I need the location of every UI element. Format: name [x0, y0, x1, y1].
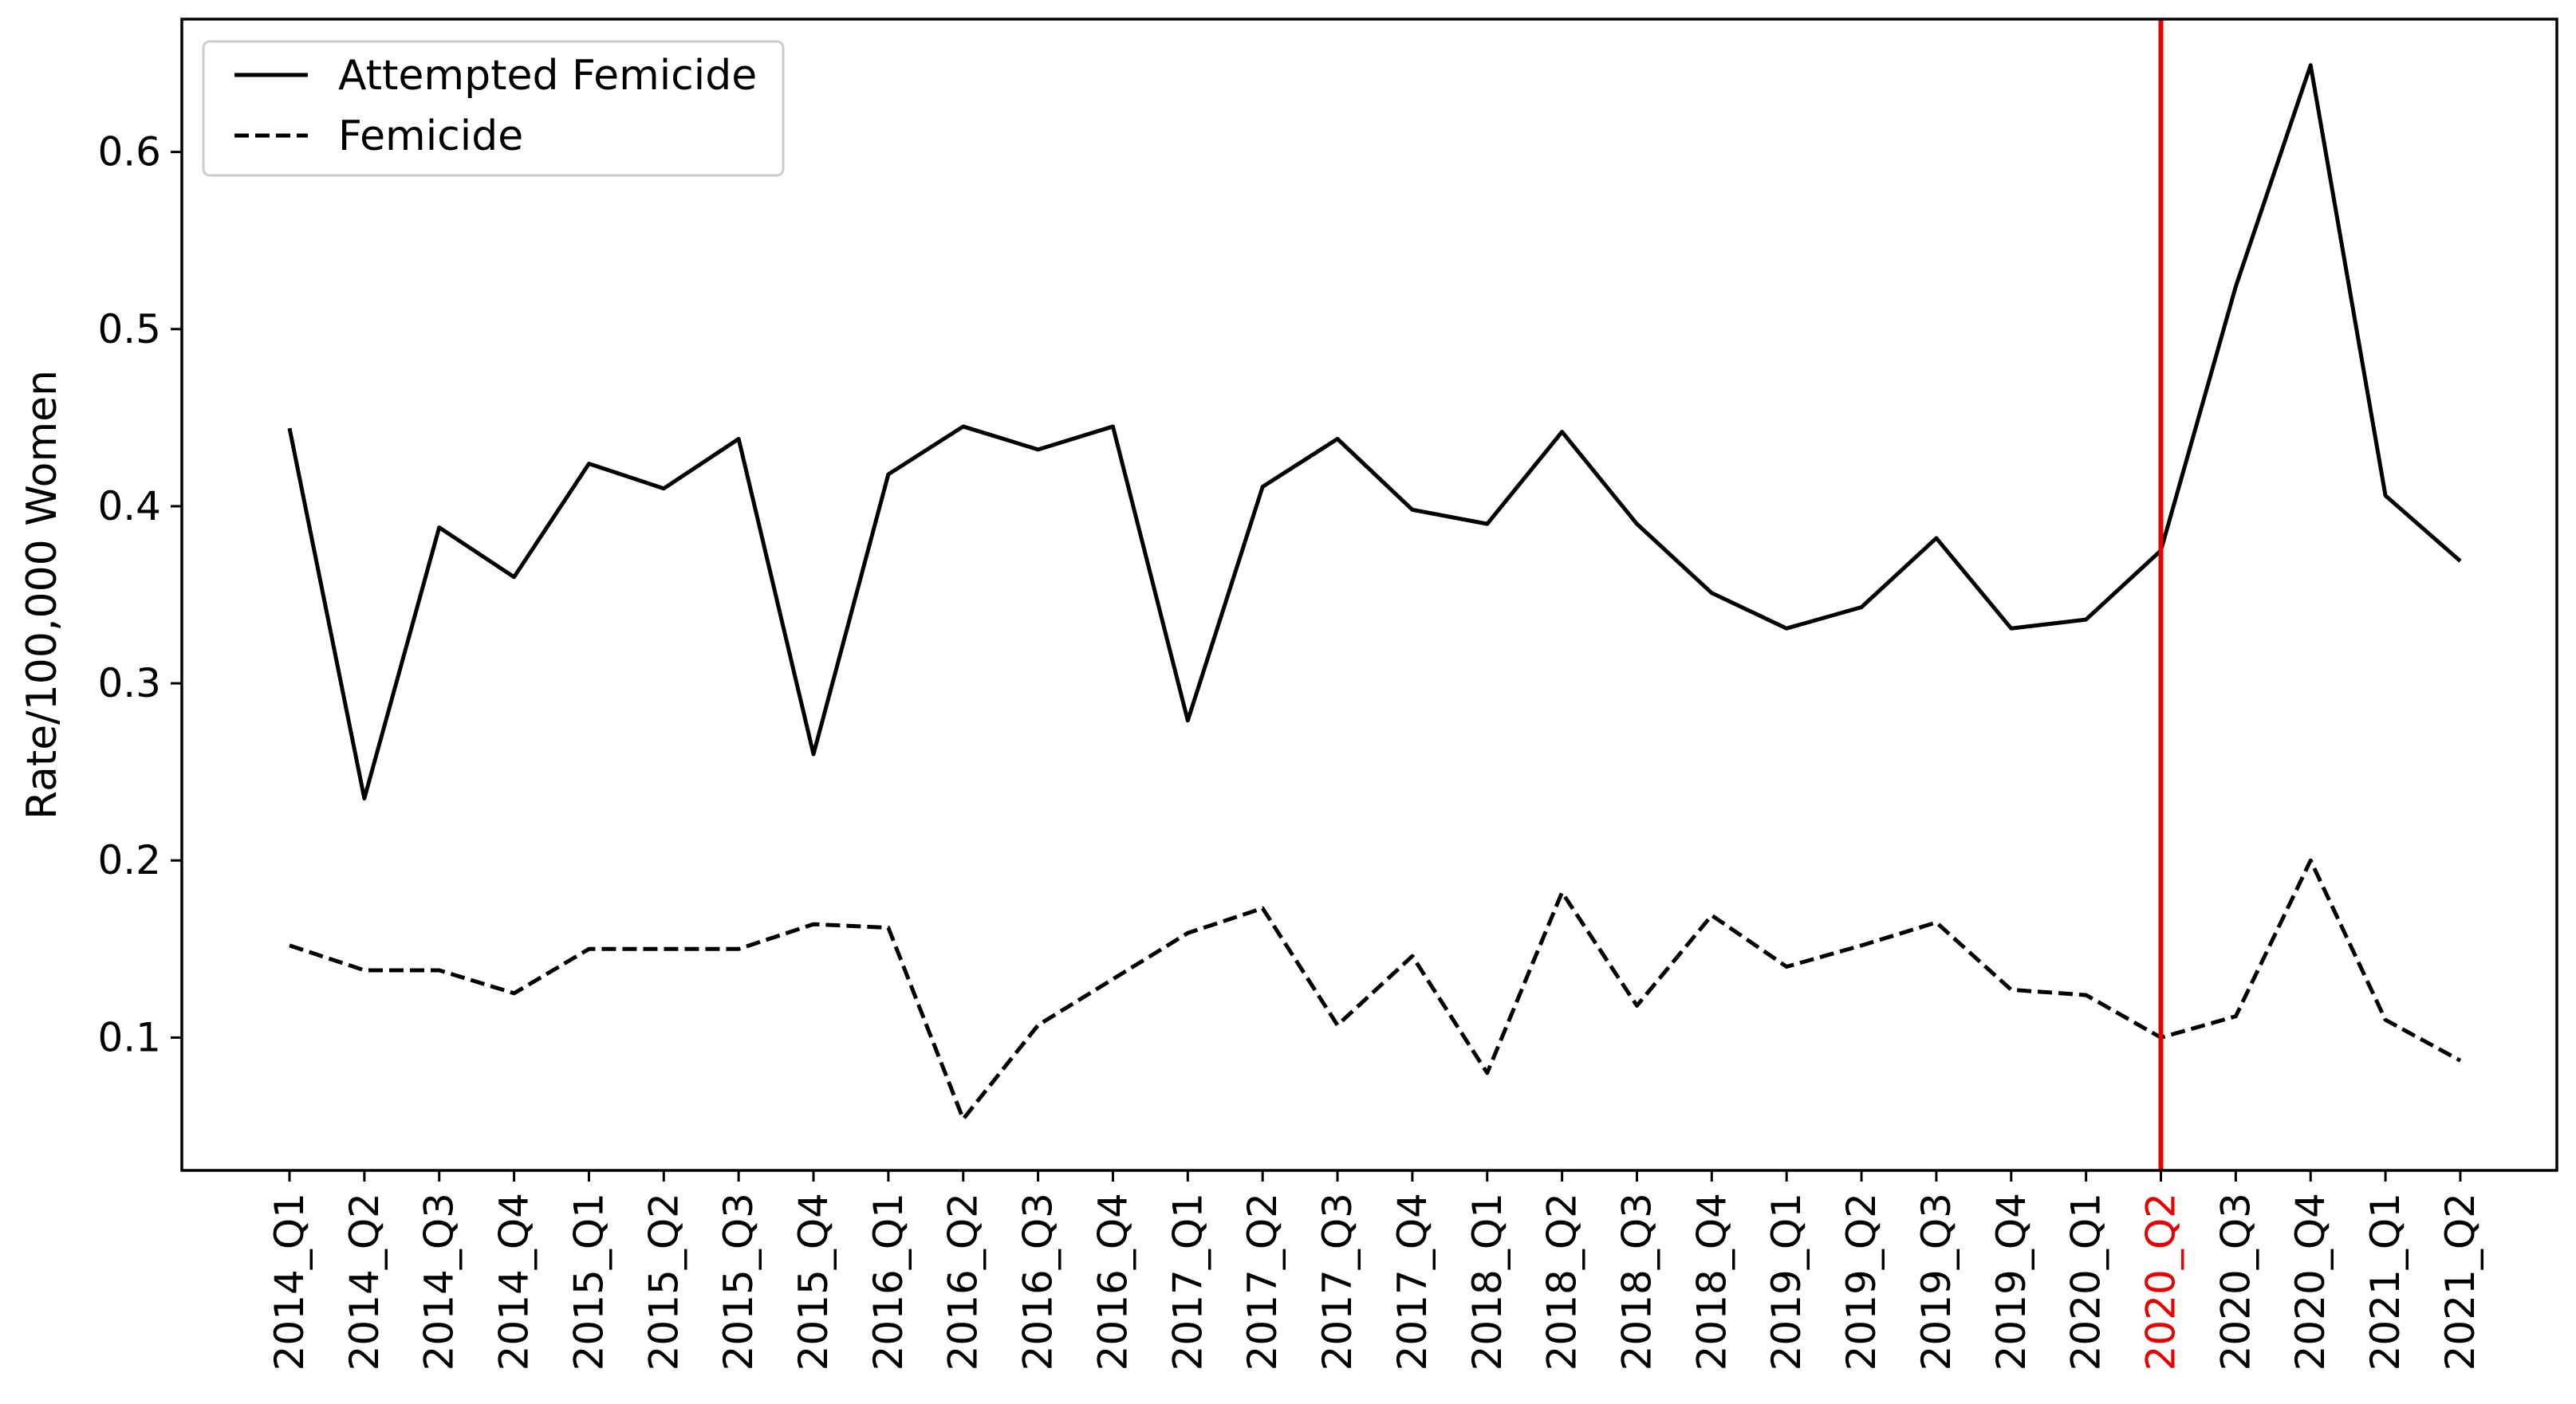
legend-label-attempted-femicide: Attempted Femicide	[338, 52, 757, 100]
x-tick-label: 2017_Q3	[1314, 1193, 1361, 1371]
x-tick-label: 2014_Q2	[341, 1193, 388, 1371]
legend-label-femicide: Femicide	[338, 112, 523, 160]
x-tick-label: 2016_Q3	[1015, 1193, 1062, 1371]
x-tick-label: 2016_Q2	[940, 1193, 987, 1371]
x-tick-label: 2017_Q1	[1164, 1193, 1211, 1371]
x-tick-label: 2018_Q2	[1539, 1193, 1585, 1371]
y-tick-label: 0.2	[97, 837, 161, 883]
series-layer	[287, 63, 2462, 1122]
x-tick-label: 2020_Q4	[2287, 1193, 2334, 1371]
x-tick-label: 2014_Q3	[416, 1193, 463, 1371]
x-tick-label: 2021_Q1	[2362, 1193, 2409, 1371]
x-tick-label: 2021_Q2	[2437, 1193, 2483, 1371]
y-tick-label: 0.3	[97, 660, 161, 706]
x-tick-label: 2019_Q1	[1763, 1193, 1810, 1371]
series-line-attempted-femicide	[287, 63, 2462, 800]
x-tick-label: 2015_Q4	[790, 1193, 837, 1371]
x-tick-label: 2020_Q1	[2063, 1193, 2109, 1371]
x-tick-label: 2019_Q2	[1838, 1193, 1885, 1371]
y-tick-label: 0.5	[97, 306, 161, 352]
x-tick-label: 2019_Q3	[1913, 1193, 1960, 1371]
x-tick-label: 2014_Q1	[266, 1193, 313, 1371]
y-axis: 0.1 0.2 0.3 0.4 0.5 0.6	[97, 129, 182, 1060]
x-axis: 2014_Q1 2014_Q2 2014_Q3 2014_Q4 2015_Q1 2015_…	[266, 1170, 2483, 1371]
x-tick-label: 2014_Q4	[491, 1193, 538, 1371]
x-tick-label: 2018_Q4	[1688, 1193, 1735, 1371]
legend: Attempted Femicide Femicide	[202, 40, 785, 177]
x-tick-label: 2016_Q1	[865, 1193, 912, 1371]
y-tick-label: 0.1	[97, 1014, 161, 1060]
x-tick-label: 2016_Q4	[1089, 1193, 1136, 1371]
series-line-femicide	[289, 858, 2462, 1122]
x-tick-label: 2017_Q2	[1239, 1193, 1286, 1371]
x-tick-label: 2020_Q3	[2212, 1193, 2259, 1371]
x-tick-label: 2015_Q1	[565, 1193, 612, 1371]
x-tick-label: 2020_Q2	[2138, 1193, 2184, 1371]
x-tick-label: 2015_Q2	[640, 1193, 687, 1371]
x-tick-label: 2017_Q4	[1389, 1193, 1436, 1371]
x-tick-label: 2018_Q1	[1464, 1193, 1511, 1371]
y-axis-label: Rate/100,000 Women	[18, 370, 66, 820]
y-tick-label: 0.4	[97, 483, 161, 529]
y-tick-label: 0.6	[97, 129, 161, 175]
legend-box	[202, 40, 785, 177]
x-tick-label: 2015_Q3	[715, 1193, 762, 1371]
plot-area-frame	[180, 18, 2558, 1172]
x-tick-label: 2018_Q3	[1613, 1193, 1660, 1371]
x-tick-label: 2019_Q4	[1988, 1193, 2034, 1371]
